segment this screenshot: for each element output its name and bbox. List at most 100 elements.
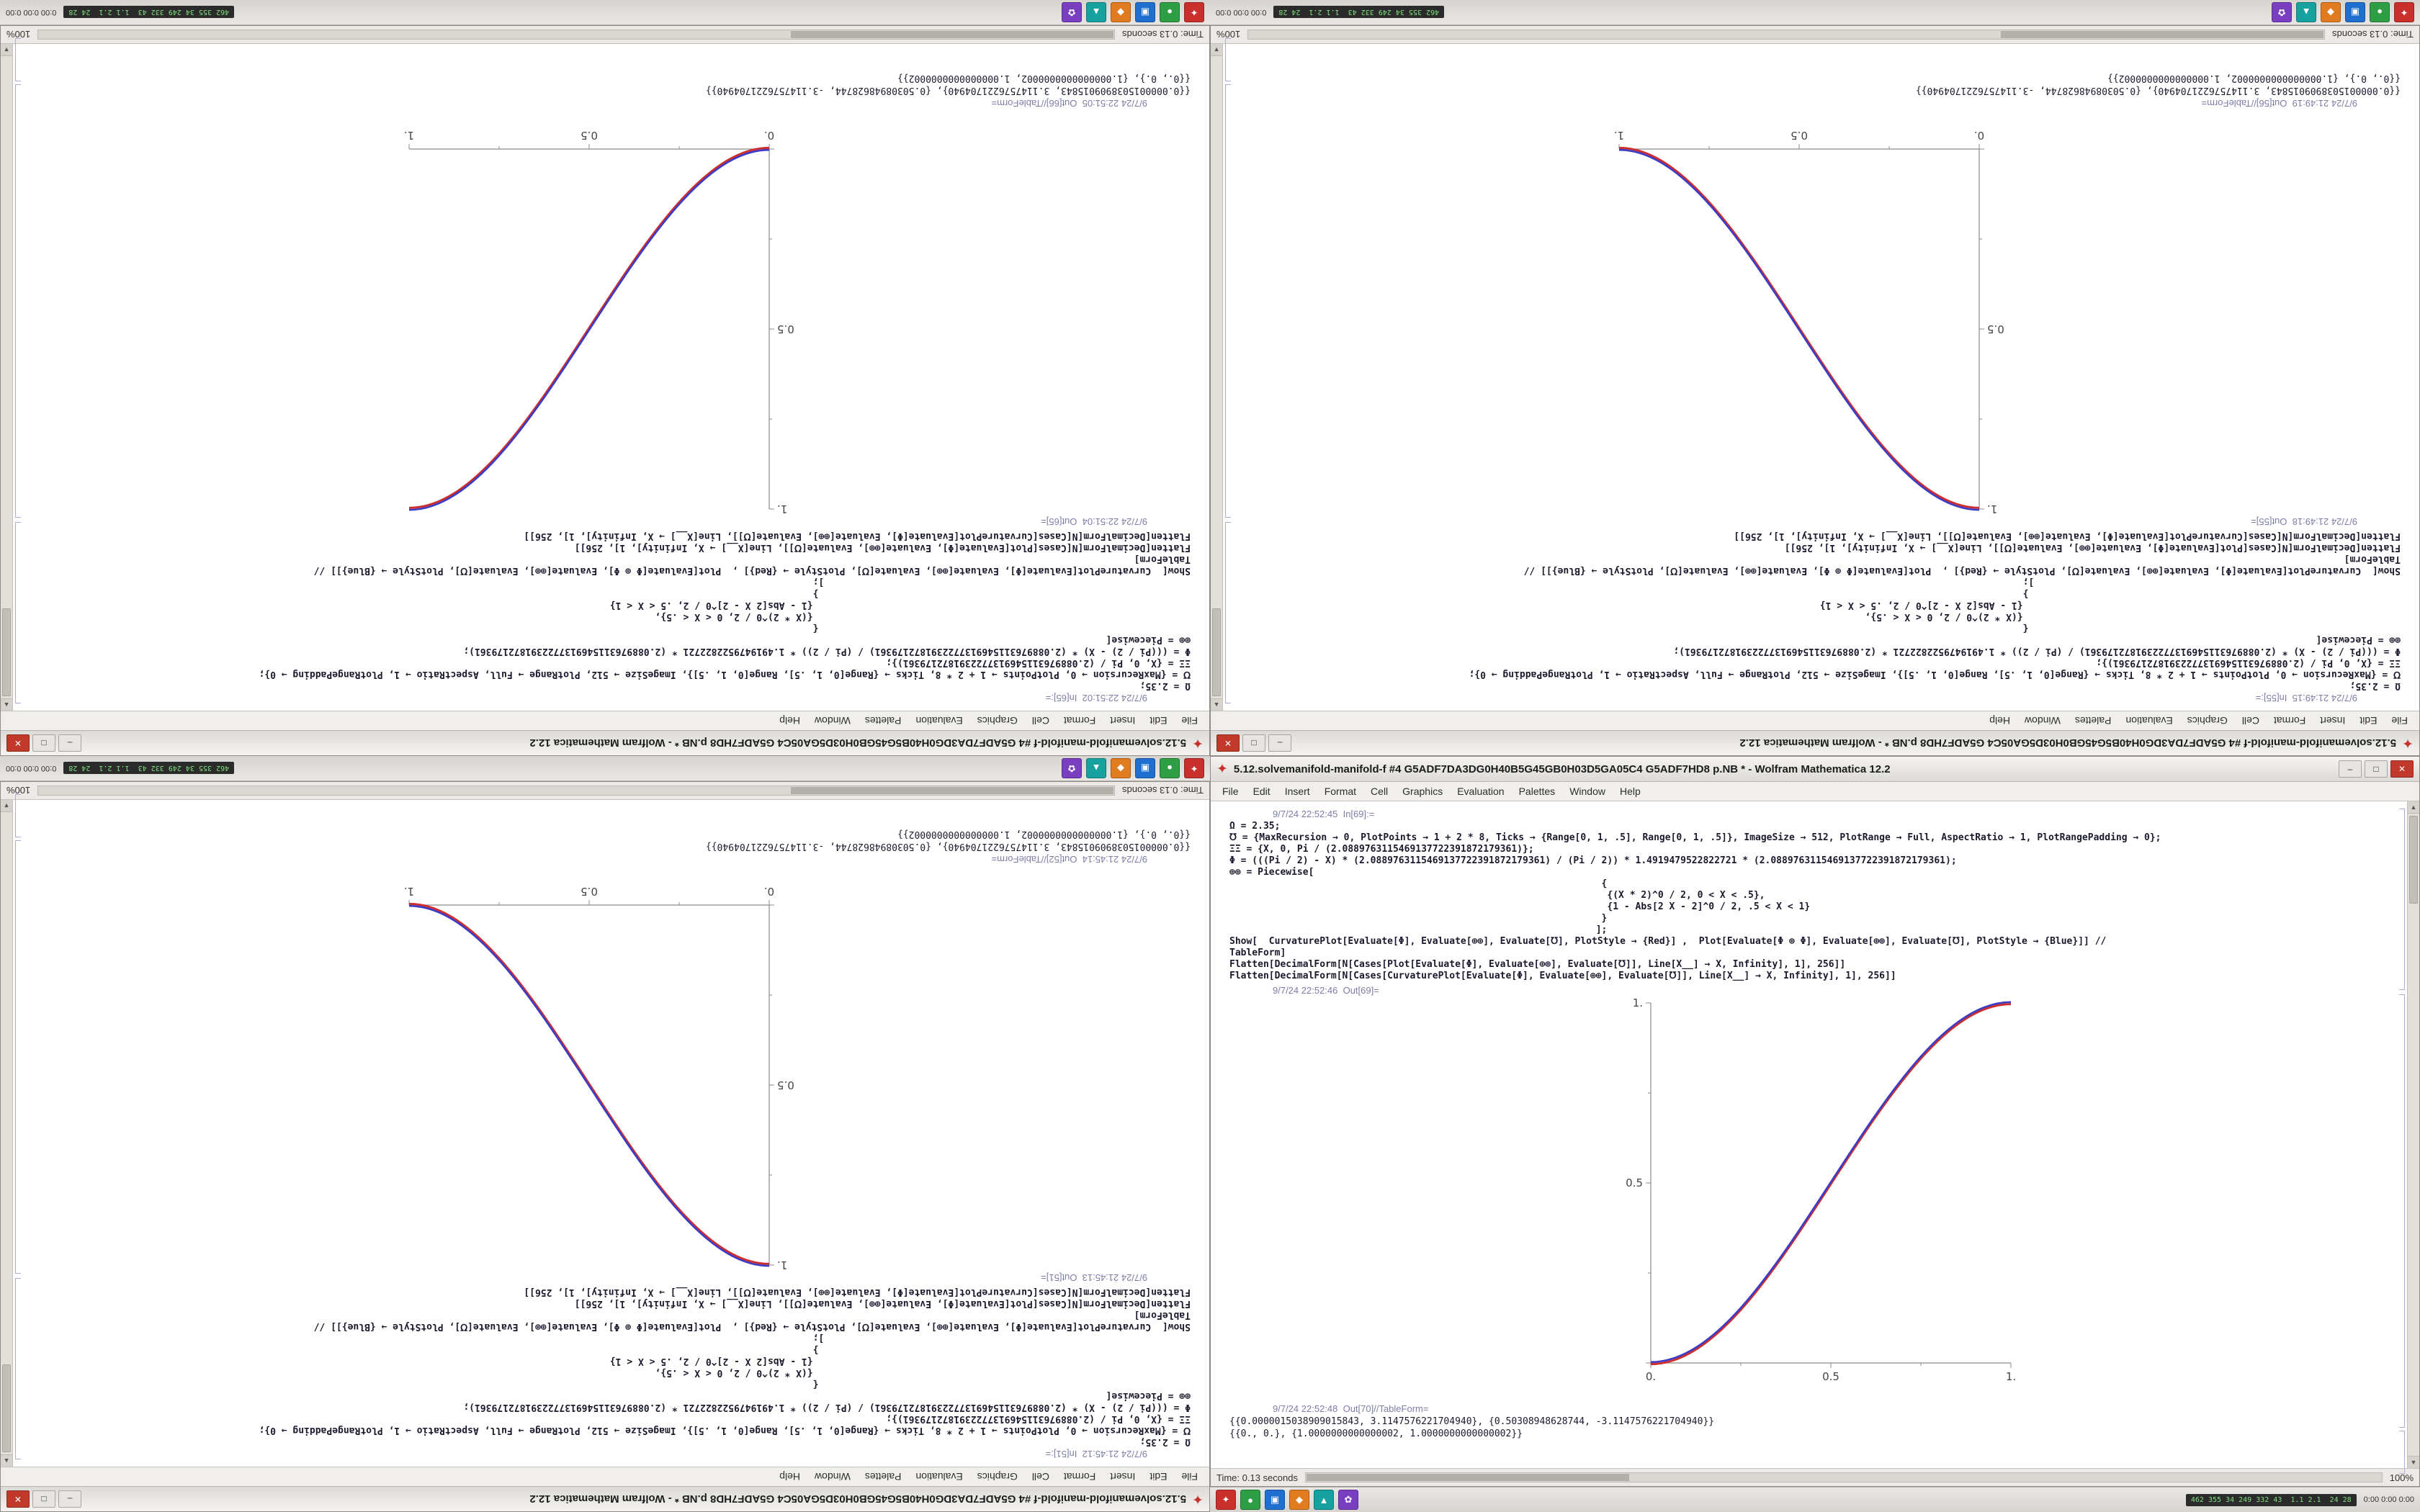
orange-app-taskbar-icon[interactable]: ◆ <box>1111 758 1131 778</box>
code-line[interactable]: TableForm] <box>2344 554 2401 564</box>
scroll-up-arrow[interactable]: ▲ <box>1 1454 12 1467</box>
code-line[interactable]: TableForm] <box>1134 554 1191 564</box>
menu-item[interactable]: Cell <box>2241 715 2259 726</box>
code-line[interactable]: Show[ CurvaturePlot[Evaluate[Φ], Evaluat… <box>1523 565 2401 576</box>
menu-item[interactable]: Graphics <box>977 1471 1018 1482</box>
code-line[interactable]: {(X * 2)^0 / 2, 0 < X < .5}, <box>1865 611 2401 622</box>
plot-cell-bracket[interactable] <box>1225 84 1231 518</box>
blue-app-taskbar-icon[interactable]: ▣ <box>1135 758 1155 778</box>
code-line[interactable]: Ω = 2.35; <box>1229 821 1281 832</box>
title-bar[interactable]: ✦ 5.12.solvemanifold-manifold-f #4 G5ADF… <box>1 1486 1209 1511</box>
scroll-down-arrow[interactable]: ▼ <box>2408 1456 2419 1468</box>
menu-item[interactable]: Cell <box>1031 715 1049 726</box>
vertical-scrollbar[interactable]: ▲ ▼ <box>1211 44 1223 711</box>
menu-item[interactable]: Window <box>2025 715 2061 726</box>
menu-item[interactable]: Insert <box>1110 1471 1136 1482</box>
horizontal-scrollbar-thumb[interactable] <box>1306 1474 1630 1481</box>
mathematica-taskbar-icon[interactable]: ✦ <box>1184 758 1204 778</box>
menu-item[interactable]: Evaluation <box>2125 715 2173 726</box>
code-line[interactable]: {1 - Abs[2 X - 2]^0 / 2, .5 < X < 1} <box>1229 901 1811 912</box>
code-line[interactable]: ]; <box>1229 924 1608 935</box>
scroll-down-arrow[interactable]: ▼ <box>1 44 12 56</box>
code-line[interactable]: Flatten[DecimalForm[N[Cases[CurvaturePlo… <box>1229 971 1896 981</box>
code-line[interactable]: Flatten[DecimalForm[N[Cases[Plot[Evaluat… <box>1784 542 2401 553</box>
menu-item[interactable]: Palettes <box>1518 786 1556 797</box>
maximize-button[interactable]: □ <box>2365 760 2388 778</box>
code-line[interactable]: ℧ = {MaxRecursion → 0, PlotPoints → 1 + … <box>1469 669 2401 680</box>
menu-item[interactable]: Evaluation <box>915 1471 963 1482</box>
green-app-taskbar-icon[interactable]: ● <box>1160 758 1180 778</box>
horizontal-scrollbar[interactable] <box>1247 30 2326 40</box>
code-line[interactable]: Φ = (((Pi / 2) - X) * (2.088976311546913… <box>463 1402 1191 1413</box>
code-line[interactable]: ⊕⊕ = Piecewise[ <box>1106 634 1191 645</box>
horizontal-scrollbar[interactable] <box>1304 1472 2383 1482</box>
menu-item[interactable]: Window <box>815 1471 851 1482</box>
minimize-button[interactable]: – <box>2339 760 2362 778</box>
input-cell-bracket[interactable] <box>2399 809 2405 990</box>
menu-item[interactable]: Edit <box>2360 715 2378 726</box>
code-line[interactable]: {1 - Abs[2 X - 2]^0 / 2, .5 < X < 1} <box>1819 600 2401 611</box>
notebook-area[interactable]: 9/7/24 22:51:02 In[65]:= Ω = 2.35; ℧ = {M… <box>12 44 1209 711</box>
horizontal-scrollbar-thumb[interactable] <box>790 31 1114 38</box>
blue-app-taskbar-icon[interactable]: ▣ <box>1265 1490 1285 1510</box>
menu-item[interactable]: Palettes <box>864 715 902 726</box>
table-cell-bracket[interactable] <box>2399 1431 2405 1474</box>
blue-app-taskbar-icon[interactable]: ▣ <box>1135 2 1155 22</box>
code-line[interactable]: ⊕⊕ = Piecewise[ <box>1229 867 1314 878</box>
menu-item[interactable]: Format <box>1324 786 1357 797</box>
code-line[interactable]: ΞΞ = {X, 0, Pi / (2.08897631154691377223… <box>886 657 1191 668</box>
menu-item[interactable]: Edit <box>1150 1471 1168 1482</box>
menu-item[interactable]: Insert <box>2320 715 2346 726</box>
menu-item[interactable]: File <box>2391 715 2408 726</box>
blue-app-taskbar-icon[interactable]: ▣ <box>2345 2 2365 22</box>
horizontal-scrollbar-thumb[interactable] <box>790 787 1114 794</box>
code-line[interactable]: ΞΞ = {X, 0, Pi / (2.08897631154691377223… <box>886 1413 1191 1424</box>
code-line[interactable]: {(X * 2)^0 / 2, 0 < X < .5}, <box>655 1367 1191 1378</box>
code-line[interactable]: TableForm] <box>1229 948 1286 958</box>
code-line[interactable]: } <box>812 588 1191 599</box>
menu-item[interactable]: Format <box>1063 715 1096 726</box>
menu-item[interactable]: Help <box>779 1471 801 1482</box>
menu-item[interactable]: Graphics <box>977 715 1018 726</box>
code-line[interactable]: { <box>812 623 1191 634</box>
scroll-up-arrow[interactable]: ▲ <box>2408 801 2419 814</box>
maximize-button[interactable]: □ <box>1242 734 1265 752</box>
menu-item[interactable]: Palettes <box>2074 715 2112 726</box>
code-line[interactable]: ]; <box>2022 577 2401 588</box>
code-line[interactable]: } <box>812 1344 1191 1355</box>
code-line[interactable]: Φ = (((Pi / 2) - X) * (2.088976311546913… <box>1229 855 1957 866</box>
code-line[interactable]: Flatten[DecimalForm[N[Cases[Plot[Evaluat… <box>1229 959 1846 970</box>
orange-app-taskbar-icon[interactable]: ◆ <box>1289 1490 1309 1510</box>
green-app-taskbar-icon[interactable]: ● <box>1240 1490 1260 1510</box>
vertical-scrollbar-thumb[interactable] <box>2 608 11 696</box>
table-cell-bracket[interactable] <box>1225 38 1231 81</box>
purple-app-taskbar-icon[interactable]: ✿ <box>2272 2 2292 22</box>
mathematica-taskbar-icon[interactable]: ✦ <box>1216 1490 1236 1510</box>
title-bar[interactable]: ✦ 5.12.solvemanifold-manifold-f #4 G5ADF… <box>1211 730 2419 755</box>
menu-item[interactable]: Graphics <box>1402 786 1443 797</box>
code-line[interactable]: ℧ = {MaxRecursion → 0, PlotPoints → 1 + … <box>259 669 1191 680</box>
scroll-down-arrow[interactable]: ▼ <box>1211 44 1222 56</box>
input-cell[interactable]: Ω = 2.35; ℧ = {MaxRecursion → 0, PlotPoin… <box>1229 821 2408 982</box>
menu-item[interactable]: Window <box>1569 786 1605 797</box>
menu-item[interactable]: Evaluation <box>915 715 963 726</box>
close-button[interactable]: ✕ <box>6 1490 30 1508</box>
code-line[interactable]: { <box>1229 878 1608 889</box>
menu-item[interactable]: Evaluation <box>1457 786 1505 797</box>
code-line[interactable]: Flatten[DecimalForm[N[Cases[Plot[Evaluat… <box>574 1298 1191 1309</box>
notebook-area[interactable]: 9/7/24 21:49:15 In[55]:= Ω = 2.35; ℧ = {M… <box>1222 44 2419 711</box>
menu-item[interactable]: Cell <box>1371 786 1389 797</box>
vertical-scrollbar[interactable]: ▲ ▼ <box>1 44 13 711</box>
input-cell[interactable]: Ω = 2.35; ℧ = {MaxRecursion → 0, PlotPoin… <box>1222 530 2401 691</box>
code-line[interactable]: Show[ CurvaturePlot[Evaluate[Φ], Evaluat… <box>1229 936 2107 947</box>
minimize-button[interactable]: – <box>58 734 81 752</box>
menu-item[interactable]: Help <box>1989 715 2011 726</box>
menu-item[interactable]: Format <box>2273 715 2306 726</box>
code-line[interactable]: { <box>812 1379 1191 1390</box>
teal-app-taskbar-icon[interactable]: ▲ <box>1086 2 1106 22</box>
menu-item[interactable]: Cell <box>1031 1471 1049 1482</box>
close-button[interactable]: ✕ <box>2390 760 2414 778</box>
plot-cell-bracket[interactable] <box>2399 994 2405 1428</box>
code-line[interactable]: Flatten[DecimalForm[N[Cases[CurvaturePlo… <box>524 1287 1191 1297</box>
code-line[interactable]: Show[ CurvaturePlot[Evaluate[Φ], Evaluat… <box>313 565 1191 576</box>
